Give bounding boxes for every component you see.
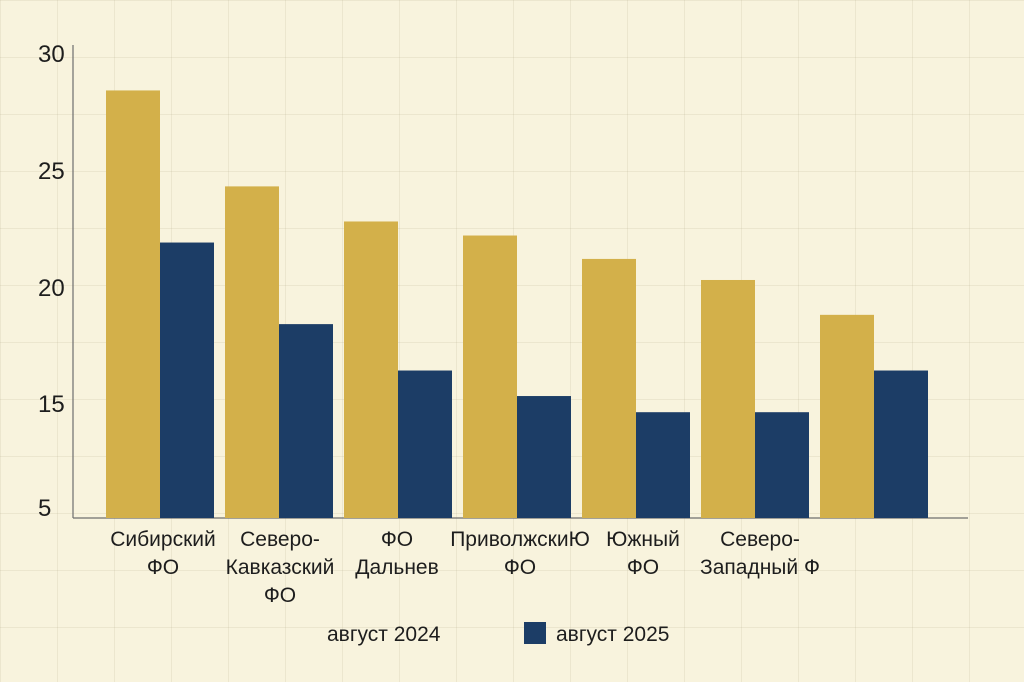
bar-aug-2025 xyxy=(517,396,571,518)
legend-label-2025: август 2025 xyxy=(556,623,669,646)
y-tick-label: 30 xyxy=(38,41,65,68)
x-tick-label: Дальнев xyxy=(355,556,439,579)
x-axis-labels: Сибирский ФО Северо- Кавказский ФО ФО Дальнев П… xyxy=(110,528,820,607)
bar-aug-2025 xyxy=(160,242,214,519)
bar-aug-2025 xyxy=(279,324,333,518)
legend-swatch-2025 xyxy=(524,622,546,644)
bar-aug-2024 xyxy=(106,90,160,518)
bar-aug-2024 xyxy=(820,314,874,518)
bar-aug-2024 xyxy=(225,186,279,518)
legend-label-2024: август 2024 xyxy=(327,623,441,646)
x-tick-label: Сибирский xyxy=(110,528,215,551)
y-tick-label: 25 xyxy=(38,158,65,185)
y-tick-label: 15 xyxy=(38,391,65,418)
legend: август 2024 август 2025 xyxy=(327,622,669,646)
bar-aug-2025 xyxy=(755,412,809,518)
bars-group xyxy=(106,90,928,519)
x-tick-label: Северо- xyxy=(720,528,800,551)
bar-aug-2024 xyxy=(582,258,636,518)
y-tick-label: 20 xyxy=(38,275,65,302)
x-tick-label: Западный Ф xyxy=(700,556,820,579)
x-tick-label: Южный xyxy=(606,528,680,551)
x-tick-label: ФО xyxy=(264,584,296,607)
x-tick-label: Кавказский xyxy=(226,556,335,579)
y-axis: 5 15 20 25 30 xyxy=(38,41,968,522)
bar-aug-2025 xyxy=(398,370,452,518)
y-tick-label: 5 xyxy=(38,495,51,522)
x-tick-label: ФО xyxy=(504,556,536,579)
x-tick-label: ПриволжскиЮ xyxy=(450,528,590,551)
bar-aug-2025 xyxy=(874,370,928,518)
bar-aug-2025 xyxy=(636,412,690,518)
x-tick-label: ФО xyxy=(381,528,413,551)
bar-aug-2024 xyxy=(701,279,755,518)
x-tick-label: Северо- xyxy=(240,528,320,551)
bar-aug-2024 xyxy=(344,221,398,519)
bar-aug-2024 xyxy=(463,235,517,518)
x-tick-label: ФО xyxy=(627,556,659,579)
x-tick-label: ФО xyxy=(147,556,179,579)
